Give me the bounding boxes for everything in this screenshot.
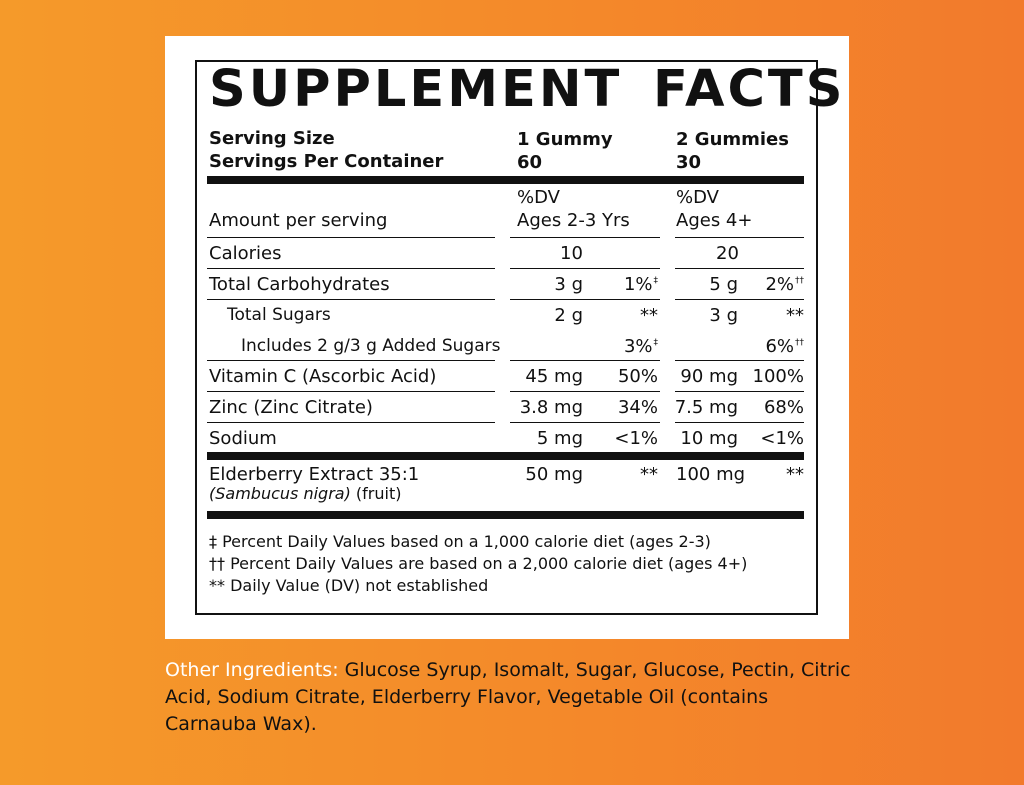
col2-amount: 20	[716, 243, 739, 264]
col1-dv: 1%‡	[596, 276, 658, 294]
elderberry-col1-dv: **	[640, 464, 658, 485]
divider	[510, 422, 660, 423]
divider	[675, 360, 804, 361]
elderberry-name: Elderberry Extract 35:1	[209, 464, 420, 485]
col1-dv-value: 1%	[623, 274, 653, 295]
col1-amount: 45 mg	[525, 366, 583, 387]
divider	[675, 422, 804, 423]
col1-servings: 60	[517, 152, 543, 173]
col1-serving: 1 Gummy	[517, 129, 613, 150]
divider	[510, 299, 660, 300]
thick-divider-bottom	[207, 511, 804, 519]
col2-dv: 2%††	[742, 276, 804, 294]
plant-part: (fruit)	[355, 484, 402, 503]
latin-name: (Sambucus nigra)	[209, 484, 351, 503]
elderberry-source: (Sambucus nigra) (fruit)	[209, 486, 401, 502]
nutrient-name: Sodium	[209, 428, 277, 449]
footnote-symbol: ††	[795, 276, 804, 286]
col1-dv: 3%‡	[596, 338, 658, 356]
col1-dv-value: 3%	[623, 336, 653, 357]
col1-ages-header: Ages 2-3 Yrs	[517, 210, 630, 231]
col2-dv: <1%	[760, 428, 804, 449]
col2-dv: 68%	[763, 397, 804, 418]
col2-amount: 10 mg	[680, 428, 738, 449]
divider	[675, 299, 804, 300]
col1-dv: **	[640, 305, 658, 326]
col2-servings: 30	[676, 152, 702, 173]
col2-dv: 6%††	[742, 338, 804, 356]
nutrient-name: Vitamin C (Ascorbic Acid)	[209, 366, 437, 387]
footnote-symbol: ‡	[653, 276, 659, 286]
col1-amount: 2 g	[554, 305, 583, 326]
divider	[207, 299, 495, 300]
supplement-facts-title: SUPPLEMENT FACTS	[209, 60, 846, 119]
col1-amount: 3 g	[554, 274, 583, 295]
nutrient-name: Total Carbohydrates	[209, 274, 390, 295]
footnote-2: †† Percent Daily Values are based on a 2…	[209, 554, 748, 573]
col2-dv-value: 2%	[765, 274, 794, 295]
divider	[207, 237, 495, 238]
thick-divider-middle	[207, 452, 804, 460]
elderberry-col2-amount: 100 mg	[676, 464, 746, 485]
col1-dv-header: %DV	[517, 187, 560, 208]
footnote-symbol: ‡	[653, 338, 659, 348]
elderberry-col1-amount: 50 mg	[525, 464, 583, 485]
servings-per-container-label: Servings Per Container	[209, 151, 444, 172]
divider	[207, 422, 495, 423]
col2-amount: 7.5 mg	[674, 397, 738, 418]
col2-amount: 5 g	[709, 274, 738, 295]
footnote-1: ‡ Percent Daily Values based on a 1,000 …	[209, 532, 711, 551]
nutrient-name: Total Sugars	[227, 305, 331, 325]
col2-dv-header: %DV	[676, 187, 719, 208]
divider	[207, 391, 495, 392]
col2-amount: 90 mg	[680, 366, 738, 387]
nutrient-name: Calories	[209, 243, 282, 264]
divider	[675, 237, 804, 238]
col2-serving: 2 Gummies	[676, 129, 789, 150]
divider	[207, 268, 495, 269]
elderberry-col2-dv: **	[786, 464, 804, 485]
divider	[675, 268, 804, 269]
divider	[207, 360, 495, 361]
col2-amount: 3 g	[709, 305, 738, 326]
amount-per-serving-label: Amount per serving	[209, 210, 388, 231]
col2-ages-header: Ages 4+	[676, 210, 753, 231]
serving-size-label: Serving Size	[209, 128, 335, 149]
divider	[510, 268, 660, 269]
col1-amount: 10	[560, 243, 583, 264]
other-ingredients: Other Ingredients: Glucose Syrup, Isomal…	[165, 657, 865, 738]
supplement-facts-panel	[195, 60, 818, 615]
col1-dv: 50%	[617, 366, 658, 387]
footnote-symbol: ††	[795, 338, 804, 348]
divider	[510, 391, 660, 392]
divider	[675, 391, 804, 392]
divider	[510, 237, 660, 238]
col1-dv: <1%	[614, 428, 658, 449]
divider	[510, 360, 660, 361]
thick-divider-top	[207, 176, 804, 184]
col2-dv-value: 6%	[765, 336, 794, 357]
other-ingredients-text: Glucose Syrup, Isomalt, Sugar, Glucose, …	[165, 659, 851, 735]
col1-amount: 5 mg	[536, 428, 583, 449]
nutrient-name: Zinc (Zinc Citrate)	[209, 397, 373, 418]
nutrient-name: Includes 2 g/3 g Added Sugars	[241, 336, 501, 356]
col1-amount: 3.8 mg	[519, 397, 583, 418]
col2-dv: 100%	[752, 366, 804, 387]
col1-dv: 34%	[617, 397, 658, 418]
footnote-3: ** Daily Value (DV) not established	[209, 576, 489, 595]
other-ingredients-label: Other Ingredients:	[165, 659, 339, 681]
col2-dv: **	[786, 305, 804, 326]
